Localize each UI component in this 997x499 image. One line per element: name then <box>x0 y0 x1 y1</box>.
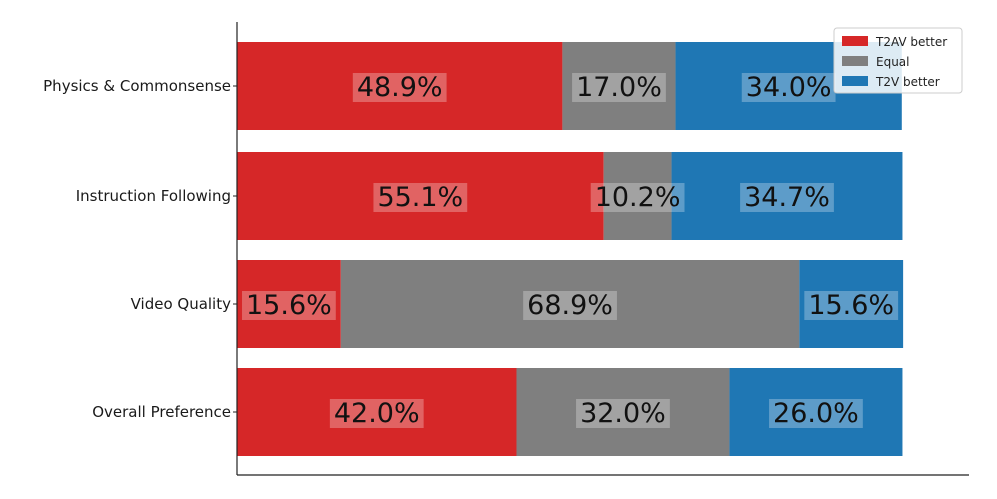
category-label: Video Quality <box>131 295 232 313</box>
category-label: Instruction Following <box>76 187 231 205</box>
data-label-group: 26.0% <box>769 398 863 429</box>
data-label: 55.1% <box>377 182 463 213</box>
data-label: 15.6% <box>808 290 894 321</box>
bar-1-t2av-better <box>237 42 563 130</box>
data-label: 32.0% <box>580 398 666 429</box>
data-label: 68.9% <box>527 290 613 321</box>
legend-swatch <box>842 56 868 66</box>
legend-swatch <box>842 76 868 86</box>
data-label-group: 42.0% <box>329 398 424 429</box>
bar-3-t2av-better <box>237 260 341 348</box>
category-label: Overall Preference <box>92 403 231 421</box>
data-label-box <box>373 183 468 212</box>
bar-3-t2v-better <box>799 260 904 348</box>
data-label: 42.0% <box>334 398 420 429</box>
data-label: 34.7% <box>744 182 830 213</box>
data-label-box <box>242 291 336 320</box>
data-label-group: 10.2% <box>590 182 685 213</box>
bar-4-t2v-better <box>729 368 903 456</box>
legend-label: T2V better <box>875 75 940 89</box>
bar-2-equal <box>603 152 672 240</box>
data-label-group: 55.1% <box>373 182 468 213</box>
category-label: Physics & Commonsense <box>43 77 231 95</box>
bar-3-equal <box>340 260 800 348</box>
legend-label: Equal <box>876 55 910 69</box>
data-label-group: 34.7% <box>740 182 834 213</box>
data-label-box <box>329 399 424 428</box>
data-labels-layer: 48.9% 17.0% 34.0% 55.1% 10.2% 34.7% 15.6% 68.9%… <box>242 72 899 429</box>
data-label: 26.0% <box>773 398 859 429</box>
data-label-box <box>804 291 899 320</box>
data-label-box <box>741 73 836 102</box>
data-label-group: 15.6% <box>242 290 336 321</box>
data-label-box <box>590 183 685 212</box>
axes-layer <box>233 22 969 476</box>
data-label-box <box>740 183 834 212</box>
data-label-group: 34.0% <box>741 72 836 103</box>
data-label-group: 48.9% <box>352 72 447 103</box>
data-label: 34.0% <box>746 72 832 103</box>
data-label-box <box>576 399 670 428</box>
data-label: 15.6% <box>246 290 332 321</box>
data-label-group: 32.0% <box>576 398 670 429</box>
bar-2-t2av-better <box>237 152 604 240</box>
data-label-group: 17.0% <box>572 72 666 103</box>
data-label-box <box>769 399 863 428</box>
bar-1-equal <box>562 42 676 130</box>
data-label: 10.2% <box>595 182 681 213</box>
legend-swatch <box>842 36 868 46</box>
category-labels-layer: Physics & Commonsense Instruction Followi… <box>43 77 231 421</box>
data-label: 48.9% <box>357 72 443 103</box>
data-label-box <box>352 73 447 102</box>
data-label-group: 68.9% <box>523 290 617 321</box>
data-label-box <box>523 291 617 320</box>
data-label-box <box>572 73 666 102</box>
legend-label: T2AV better <box>875 35 947 49</box>
data-label: 17.0% <box>576 72 662 103</box>
bar-4-equal <box>516 368 730 456</box>
legend: T2AV better Equal T2V better <box>833 27 963 94</box>
data-label-group: 15.6% <box>804 290 899 321</box>
bars-layer <box>237 42 904 456</box>
bar-4-t2av-better <box>237 368 517 456</box>
bar-2-t2v-better <box>671 152 903 240</box>
